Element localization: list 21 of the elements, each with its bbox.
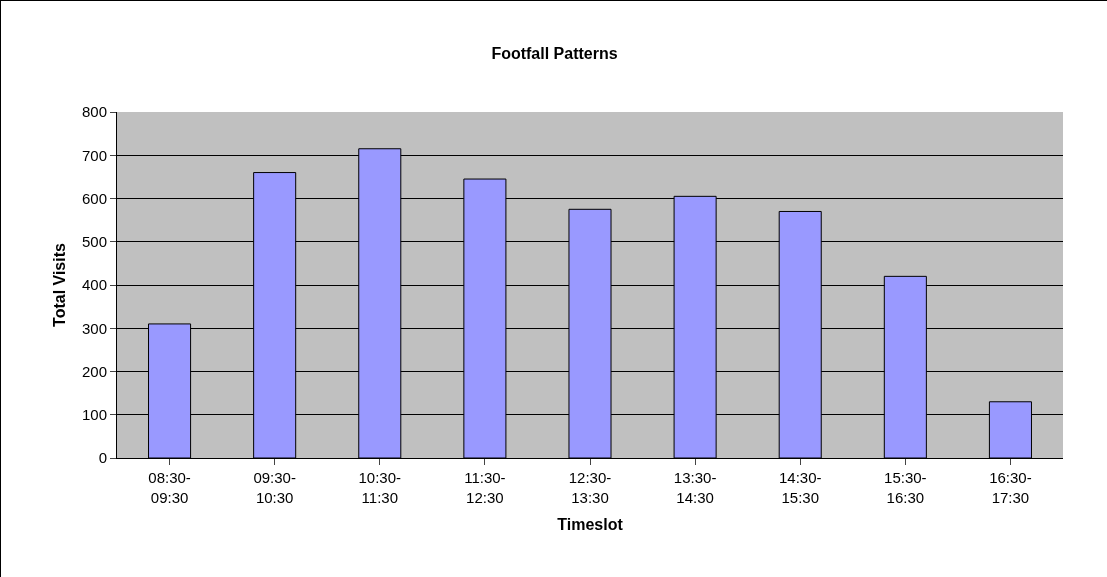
y-tick-label: 0 (98, 449, 107, 467)
y-tick-label: 800 (81, 103, 107, 121)
y-tick-label: 700 (81, 146, 107, 164)
y-tick-label: 400 (81, 276, 107, 294)
x-tick-label: 11:30-12:30 (464, 469, 506, 506)
x-tick-label: 10:30-11:30 (358, 469, 402, 506)
y-tick-label: 600 (81, 189, 107, 207)
y-tick-label: 100 (81, 406, 107, 423)
x-tick-label: 12:30-13:30 (568, 469, 612, 506)
x-tick-label: 16:30-17:30 (989, 469, 1032, 506)
x-tick-label: 13:30-14:30 (673, 469, 717, 506)
x-axis-title: Timeslot (557, 516, 624, 534)
x-tick-label: 09:30-10:30 (253, 469, 296, 506)
chart-title: Footfall Patterns (491, 44, 618, 62)
y-tick-label: 200 (81, 362, 107, 380)
x-tick-label: 15:30-16:30 (884, 469, 927, 506)
x-tick-label: 14:30-15:30 (778, 469, 822, 506)
y-tick-label: 300 (81, 319, 107, 337)
y-axis-title: Total Visits (50, 242, 68, 327)
y-tick-label: 500 (81, 233, 107, 250)
x-tick-label: 08:30-09:30 (148, 469, 191, 506)
